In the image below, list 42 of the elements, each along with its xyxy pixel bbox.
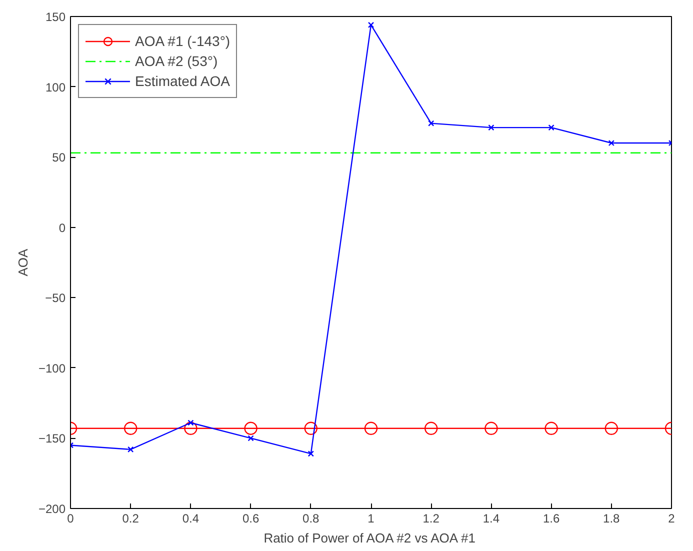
legend-label: AOA #2 (53°) — [135, 53, 218, 69]
y-tick-label: −50 — [45, 291, 66, 306]
y-tick-label: −150 — [38, 432, 66, 446]
x-axis-title: Ratio of Power of AOA #2 vs AOA #1 — [264, 530, 476, 546]
point — [364, 422, 378, 435]
point — [188, 420, 194, 426]
point — [428, 120, 434, 126]
y-tick-label: 150 — [45, 10, 66, 24]
point — [424, 422, 438, 435]
point — [368, 22, 374, 28]
point — [548, 124, 554, 131]
x-tick-label: 0.6 — [242, 512, 260, 526]
x-tick-label: 0.4 — [182, 512, 200, 526]
legend-label: Estimated AOA — [135, 73, 230, 89]
point — [544, 422, 558, 435]
point — [248, 435, 254, 442]
x-tick-label: 1.8 — [603, 512, 620, 526]
y-tick-label: 0 — [58, 220, 66, 235]
point — [488, 124, 494, 131]
y-axis-title: AOA — [15, 248, 30, 276]
x-tick-label: 1 — [368, 512, 375, 526]
point — [484, 422, 498, 435]
x-tick-label: 1.4 — [482, 512, 500, 526]
x-tick-label: 0.8 — [302, 512, 320, 526]
point — [308, 450, 314, 457]
x-tick-label: 0 — [67, 512, 74, 526]
point — [604, 422, 618, 435]
x-tick-label: 1.2 — [422, 512, 440, 526]
y-tick-label: 100 — [45, 80, 66, 94]
point — [244, 422, 258, 435]
point — [304, 422, 318, 435]
y-tick-label: 50 — [52, 150, 66, 165]
point — [608, 140, 614, 146]
point — [124, 422, 138, 435]
y-tick-label: −100 — [38, 361, 66, 376]
legend-label: AOA #1 (-143°) — [135, 33, 230, 49]
x-tick-label: 0.2 — [122, 512, 140, 526]
point — [128, 446, 134, 453]
y-tick-label: −200 — [38, 502, 66, 516]
x-tick-label: 2 — [668, 512, 676, 526]
x-tick-label: 1.6 — [542, 512, 560, 526]
point — [184, 422, 198, 435]
